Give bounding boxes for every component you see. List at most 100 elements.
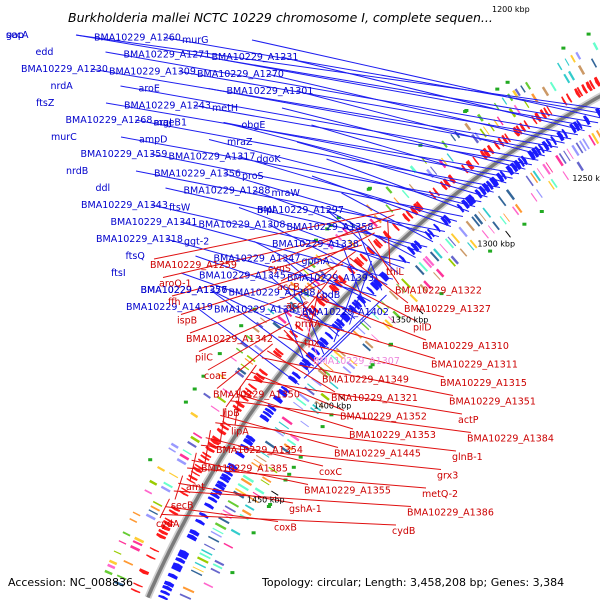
reverse-gene-label[interactable]: lipB xyxy=(222,408,240,419)
forward-gene-label[interactable]: BMA10229_A1381 xyxy=(214,305,301,316)
forward-gene-label[interactable]: BMA10229_A1345 xyxy=(199,271,286,282)
reverse-gene-label[interactable]: cydB xyxy=(392,526,415,537)
reverse-gene-label[interactable]: ispB xyxy=(177,316,197,327)
reverse-gene-label[interactable]: aroQ-1 xyxy=(159,279,192,290)
forward-gene-label[interactable]: murC xyxy=(51,132,77,143)
forward-gene-label[interactable]: BMA10229_A1271 xyxy=(124,50,211,61)
forward-gene-label[interactable]: mpl xyxy=(257,205,275,216)
reverse-gene-label[interactable]: BMA10229_A1354 xyxy=(216,445,303,456)
forward-gene-label[interactable]: ggt-2 xyxy=(184,237,209,248)
reverse-gene-label[interactable]: BMA10229_A1322 xyxy=(395,286,482,297)
reverse-gene-label[interactable]: pilC xyxy=(195,353,213,364)
forward-gene-label[interactable]: BMA10229_A1231 xyxy=(212,52,299,63)
forward-gene-label[interactable]: gap xyxy=(6,30,24,41)
reverse-gene-label[interactable]: lipA xyxy=(231,427,249,438)
forward-gene-label[interactable]: BMA10229_A1402 xyxy=(302,307,389,318)
forward-gene-label[interactable]: ftsW xyxy=(169,203,191,214)
forward-gene-label[interactable]: BMA10229_A1318 xyxy=(96,234,183,245)
reverse-gene-label[interactable]: gshA-1 xyxy=(289,504,322,515)
reverse-gene-label[interactable]: coxC xyxy=(319,467,342,478)
forward-gene-label[interactable]: BMA10229_A1343 xyxy=(81,200,168,211)
reverse-gene-label[interactable]: BMA10229_A1315 xyxy=(440,378,527,389)
reverse-gene-label[interactable]: glnB-1 xyxy=(452,452,483,463)
reverse-gene-label[interactable]: ffh xyxy=(168,297,181,308)
forward-gene-label[interactable]: BMA10229_A1243 xyxy=(124,101,211,112)
reverse-gene-label[interactable]: BMA10229_A1445 xyxy=(334,449,421,460)
forward-gene-label[interactable]: ftsQ xyxy=(126,251,145,262)
reverse-gene-label[interactable]: cynS xyxy=(268,264,291,275)
forward-gene-label[interactable]: BMA10229_A1398 xyxy=(229,288,316,299)
forward-gene-label[interactable]: BMA10229_A1309 xyxy=(109,67,196,78)
forward-gene-label[interactable]: BMA10229_A1260 xyxy=(94,33,181,44)
forward-gene-label[interactable]: secA xyxy=(6,30,29,41)
reverse-gene-label[interactable]: BMA10229_A1386 xyxy=(407,508,494,519)
reverse-gene-label[interactable]: BMA10229_A1350 xyxy=(213,390,300,401)
reverse-gene-label[interactable]: BMA10229_A1321 xyxy=(331,393,418,404)
forward-gene-label[interactable]: BMA10229_A1308 xyxy=(199,220,286,231)
forward-gene-label[interactable]: aroE xyxy=(139,84,160,95)
forward-gene-label[interactable]: mraZ xyxy=(227,137,253,148)
forward-gene-label[interactable]: BMA10229_A1419 xyxy=(126,302,213,313)
forward-gene-label[interactable]: edd xyxy=(36,47,54,58)
forward-gene-label[interactable]: BMA10229_A1347 xyxy=(214,254,301,265)
forward-gene-label[interactable]: proS xyxy=(242,171,264,182)
forward-gene-label[interactable]: metH xyxy=(212,103,238,114)
reverse-gene-label[interactable]: BMA10229_A1384 xyxy=(467,434,554,445)
forward-gene-label[interactable]: BMA10229_A1338 xyxy=(272,239,359,250)
forward-gene-label[interactable]: ftsZ xyxy=(36,98,55,109)
reverse-gene-label[interactable]: secB xyxy=(171,501,194,512)
forward-gene-label[interactable]: ampD xyxy=(139,135,167,146)
forward-gene-label[interactable]: murG xyxy=(182,35,209,46)
forward-gene-label[interactable]: BMA10229_A1376 xyxy=(141,285,228,296)
reverse-gene-label[interactable]: BMA10229_A1385 xyxy=(201,464,288,475)
forward-gene-label[interactable]: BMA10229_A1230 xyxy=(21,64,108,75)
reverse-gene-label[interactable]: amt xyxy=(186,482,205,493)
forward-gene-label[interactable]: BMA10229_A1288 xyxy=(184,186,271,197)
reverse-gene-label[interactable]: coaE xyxy=(204,371,227,382)
reverse-gene-label[interactable]: BMA10229_A1342 xyxy=(186,334,273,345)
reverse-gene-label[interactable]: coxB xyxy=(274,523,297,534)
forward-gene-label[interactable]: mraW xyxy=(272,188,301,199)
forward-gene-label[interactable]: argJ xyxy=(154,118,172,129)
forward-gene-label[interactable]: BMA10229_A1341 xyxy=(111,217,198,228)
forward-gene-label[interactable]: nrdB xyxy=(66,166,88,177)
forward-gene-label[interactable]: nrdA xyxy=(51,81,74,92)
forward-gene-label[interactable]: ddl xyxy=(96,183,111,194)
reverse-gene-label[interactable]: BMA10229_A1307 xyxy=(313,356,400,367)
forward-gene-label[interactable]: BMA10229_A1301 xyxy=(227,86,314,97)
reverse-gene-label[interactable]: BMA10229_A1327 xyxy=(404,304,491,315)
reverse-gene-label[interactable]: accC xyxy=(286,301,309,312)
forward-gene-label[interactable]: BMA10229_A1358 xyxy=(287,222,374,233)
forward-gene-label[interactable]: BMA10229_A1268 xyxy=(66,115,153,126)
reverse-gene-label[interactable]: BMA10229_A1351 xyxy=(449,397,536,408)
reverse-gene-label[interactable]: BMA10229_A1353 xyxy=(349,430,436,441)
forward-gene-label[interactable]: ftsI xyxy=(111,268,126,279)
reverse-gene-label[interactable]: BMA10229_A1355 xyxy=(304,486,391,497)
reverse-gene-label[interactable]: actP xyxy=(458,415,479,426)
reverse-gene-label[interactable]: grx3 xyxy=(437,471,458,482)
forward-gene-label[interactable]: BMA10229_A1359 xyxy=(81,149,168,160)
forward-gene-label[interactable]: obgE xyxy=(242,120,266,131)
forward-gene-label[interactable]: dgoK xyxy=(257,154,282,165)
forward-gene-label[interactable]: cpdB xyxy=(317,290,341,301)
forward-gene-label[interactable]: BMA10229_A1393 xyxy=(287,273,374,284)
reverse-gene-label[interactable]: prmA xyxy=(295,319,321,330)
forward-gene-label[interactable]: BMA10229_A1317 xyxy=(169,152,256,163)
reverse-gene-label[interactable]: tpx xyxy=(304,338,320,349)
reverse-gene-label[interactable]: BMA10229_A1311 xyxy=(431,360,518,371)
forward-gene-label[interactable]: gpmA xyxy=(302,256,330,267)
reverse-gene-label[interactable]: BMA10229_A1310 xyxy=(422,341,509,352)
forward-gene-label[interactable]: BMA10229_A1356 xyxy=(154,169,241,180)
reverse-gene-label[interactable]: cydA xyxy=(156,519,180,530)
reverse-gene-label[interactable]: pilD xyxy=(413,323,432,334)
reverse-gene-label[interactable]: BMA10229_A1259 xyxy=(150,260,237,271)
reverse-gene-label[interactable]: BMA10229_A1349 xyxy=(322,375,409,386)
forward-gene-label[interactable]: maeB1 xyxy=(154,118,187,129)
reverse-gene-label[interactable]: BMA10229_A1352 xyxy=(340,412,427,423)
reverse-gene-label[interactable]: metQ-2 xyxy=(422,489,458,500)
reverse-gene-label[interactable]: accB xyxy=(277,282,300,293)
forward-gene-label[interactable]: BMA10229_A1357 xyxy=(141,285,228,296)
forward-gene-label[interactable]: BMA10229_A1270 xyxy=(197,69,284,80)
forward-gene-label[interactable]: BMA10229_A1297 xyxy=(257,205,344,216)
reverse-gene-label[interactable]: thiL xyxy=(386,267,404,278)
